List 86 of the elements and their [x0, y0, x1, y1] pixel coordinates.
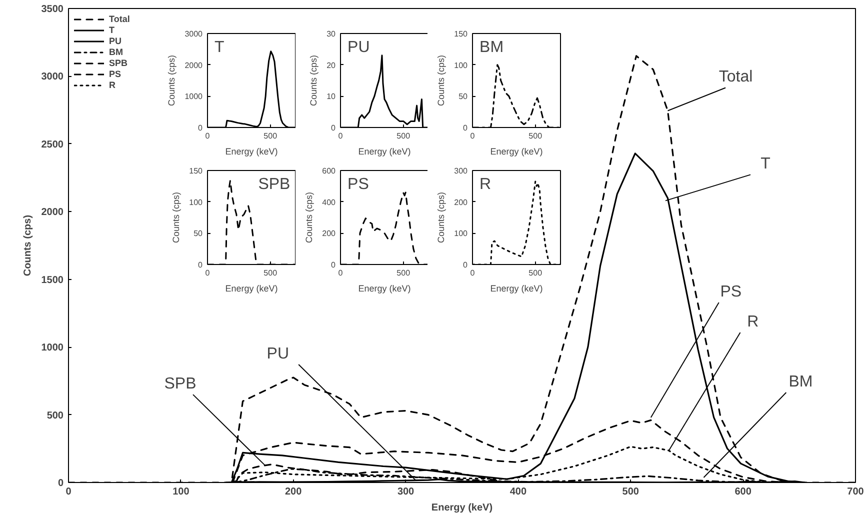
- y-tick-label: 10: [326, 92, 336, 102]
- y-tick-label: 3000: [41, 72, 64, 83]
- y-axis-title: Counts (cps): [308, 54, 319, 106]
- x-tick-label: 400: [510, 486, 527, 498]
- x-axis-title: Energy (keV): [358, 146, 411, 156]
- x-tick-label: 600: [734, 486, 752, 498]
- y-axis-title: Counts (cps): [304, 192, 314, 244]
- y-tick-label: 2000: [41, 207, 64, 218]
- chart-title: SPB: [258, 176, 290, 194]
- y-tick-label: 200: [322, 229, 336, 238]
- y-tick-label: 2500: [41, 139, 64, 150]
- x-tick-label: 500: [264, 268, 278, 278]
- legend-label: R: [109, 80, 116, 90]
- y-tick-label: 1000: [41, 342, 64, 354]
- y-tick-label: 400: [322, 198, 336, 207]
- x-axis-title: Energy (keV): [431, 502, 493, 514]
- y-tick-label: 2000: [184, 60, 204, 70]
- annotation: PU: [266, 345, 290, 362]
- y-axis-title: Counts (cps): [171, 192, 182, 244]
- y-tick-label: 0: [198, 124, 204, 132]
- y-axis-title: Counts (cps): [436, 192, 446, 244]
- x-tick-label: 0: [205, 132, 210, 140]
- chart-title: BM: [480, 39, 504, 56]
- annotation: Total: [718, 68, 753, 86]
- y-tick-label: 3500: [41, 4, 64, 15]
- y-tick-label: 150: [454, 30, 468, 38]
- y-tick-label: 150: [189, 166, 204, 176]
- legend-label: PS: [109, 69, 122, 79]
- y-tick-label: 0: [463, 124, 468, 132]
- annotation: R: [747, 314, 759, 331]
- y-tick-label: 0: [331, 124, 336, 132]
- x-tick-label: 500: [396, 268, 411, 278]
- chart-title: R: [480, 176, 492, 194]
- legend-label: PU: [109, 36, 123, 46]
- x-tick-label: 100: [172, 486, 190, 498]
- x-tick-label: 700: [847, 486, 864, 498]
- y-tick-label: 100: [454, 60, 468, 70]
- x-tick-label: 200: [285, 486, 302, 498]
- y-axis-title: Counts (cps): [22, 214, 34, 276]
- y-tick-label: 200: [454, 198, 468, 207]
- x-axis-title: Energy (keV): [225, 284, 278, 294]
- y-tick-label: 1000: [184, 92, 204, 102]
- legend-label: SPB: [109, 58, 129, 68]
- y-tick-label: 50: [194, 229, 204, 238]
- x-axis-title: Energy (keV): [490, 146, 543, 156]
- x-tick-label: 0: [470, 268, 476, 278]
- y-tick-label: 20: [326, 60, 336, 70]
- x-tick-label: 0: [66, 486, 72, 498]
- x-tick-label: 500: [622, 486, 640, 498]
- y-tick-label: 0: [463, 260, 468, 270]
- y-tick-label: 100: [189, 198, 204, 207]
- x-tick-label: 500: [264, 132, 278, 140]
- chart-title: PU: [348, 39, 370, 56]
- x-tick-label: 300: [397, 486, 415, 498]
- y-tick-label: 30: [326, 30, 336, 38]
- legend-label: BM: [109, 47, 124, 57]
- chart-title: PS: [348, 176, 369, 194]
- annotation: T: [760, 156, 771, 173]
- y-tick-label: 500: [46, 410, 64, 422]
- x-tick-label: 0: [205, 268, 210, 278]
- y-tick-label: 0: [331, 260, 336, 270]
- y-tick-label: 1500: [41, 274, 64, 286]
- x-tick-label: 0: [338, 268, 344, 278]
- y-tick-label: 0: [198, 260, 204, 270]
- legend-label: T: [109, 25, 116, 35]
- x-tick-label: 0: [338, 132, 344, 140]
- y-tick-label: 600: [322, 166, 336, 176]
- y-tick-label: 300: [454, 166, 468, 176]
- x-axis-title: Energy (keV): [225, 146, 278, 156]
- y-axis-title: Counts (cps): [436, 54, 446, 106]
- annotation: SPB: [164, 376, 196, 393]
- x-axis-title: Energy (keV): [490, 284, 543, 294]
- y-tick-label: 50: [458, 92, 468, 102]
- annotation: BM: [788, 373, 813, 390]
- x-tick-label: 0: [470, 132, 476, 140]
- y-axis-title: Counts (cps): [166, 54, 177, 106]
- y-tick-label: 3000: [184, 30, 204, 38]
- legend-label: Total: [109, 14, 130, 24]
- y-tick-label: 0: [58, 478, 64, 489]
- chart-title: T: [214, 39, 225, 56]
- x-axis-title: Energy (keV): [358, 284, 411, 294]
- annotation: PS: [720, 283, 742, 300]
- y-tick-label: 100: [454, 229, 468, 238]
- x-tick-label: 500: [528, 268, 543, 278]
- x-tick-label: 500: [396, 132, 411, 140]
- x-tick-label: 500: [528, 132, 543, 140]
